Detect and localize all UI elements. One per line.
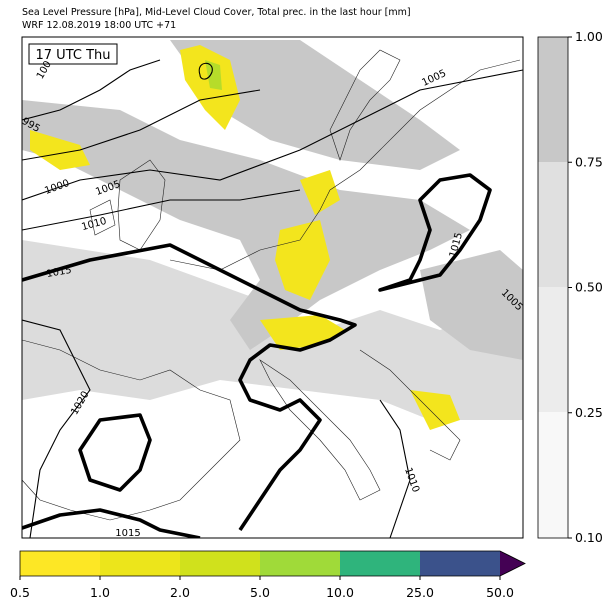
tick-label: 25.0 — [406, 585, 434, 600]
contour-label: 1015 — [115, 528, 140, 539]
contour-label: 1015 — [46, 265, 73, 280]
tick-label: 0.50 — [575, 280, 603, 295]
tick-label: 5.0 — [250, 585, 270, 600]
subtitle: WRF 12.08.2019 18:00 UTC +71 — [22, 20, 176, 31]
tick-label: 1.0 — [90, 585, 110, 600]
tick-label: 10.0 — [326, 585, 354, 600]
map: 17 UTC Thu — [21, 36, 524, 539]
time-label: 17 UTC Thu — [36, 48, 111, 63]
tick-label: 50.0 — [486, 585, 514, 600]
tick-label: 0.5 — [10, 585, 30, 600]
cloud-colorbar — [537, 36, 569, 539]
title: Sea Level Pressure [hPa], Mid-Level Clou… — [22, 7, 411, 18]
tick-label: 0.25 — [575, 405, 603, 420]
tick-label: 1.00 — [575, 29, 603, 44]
precip-colorbar — [19, 550, 526, 577]
tick-label: 2.0 — [170, 585, 190, 600]
tick-label: 0.75 — [575, 154, 603, 169]
tick-label: 0.10 — [575, 530, 603, 545]
